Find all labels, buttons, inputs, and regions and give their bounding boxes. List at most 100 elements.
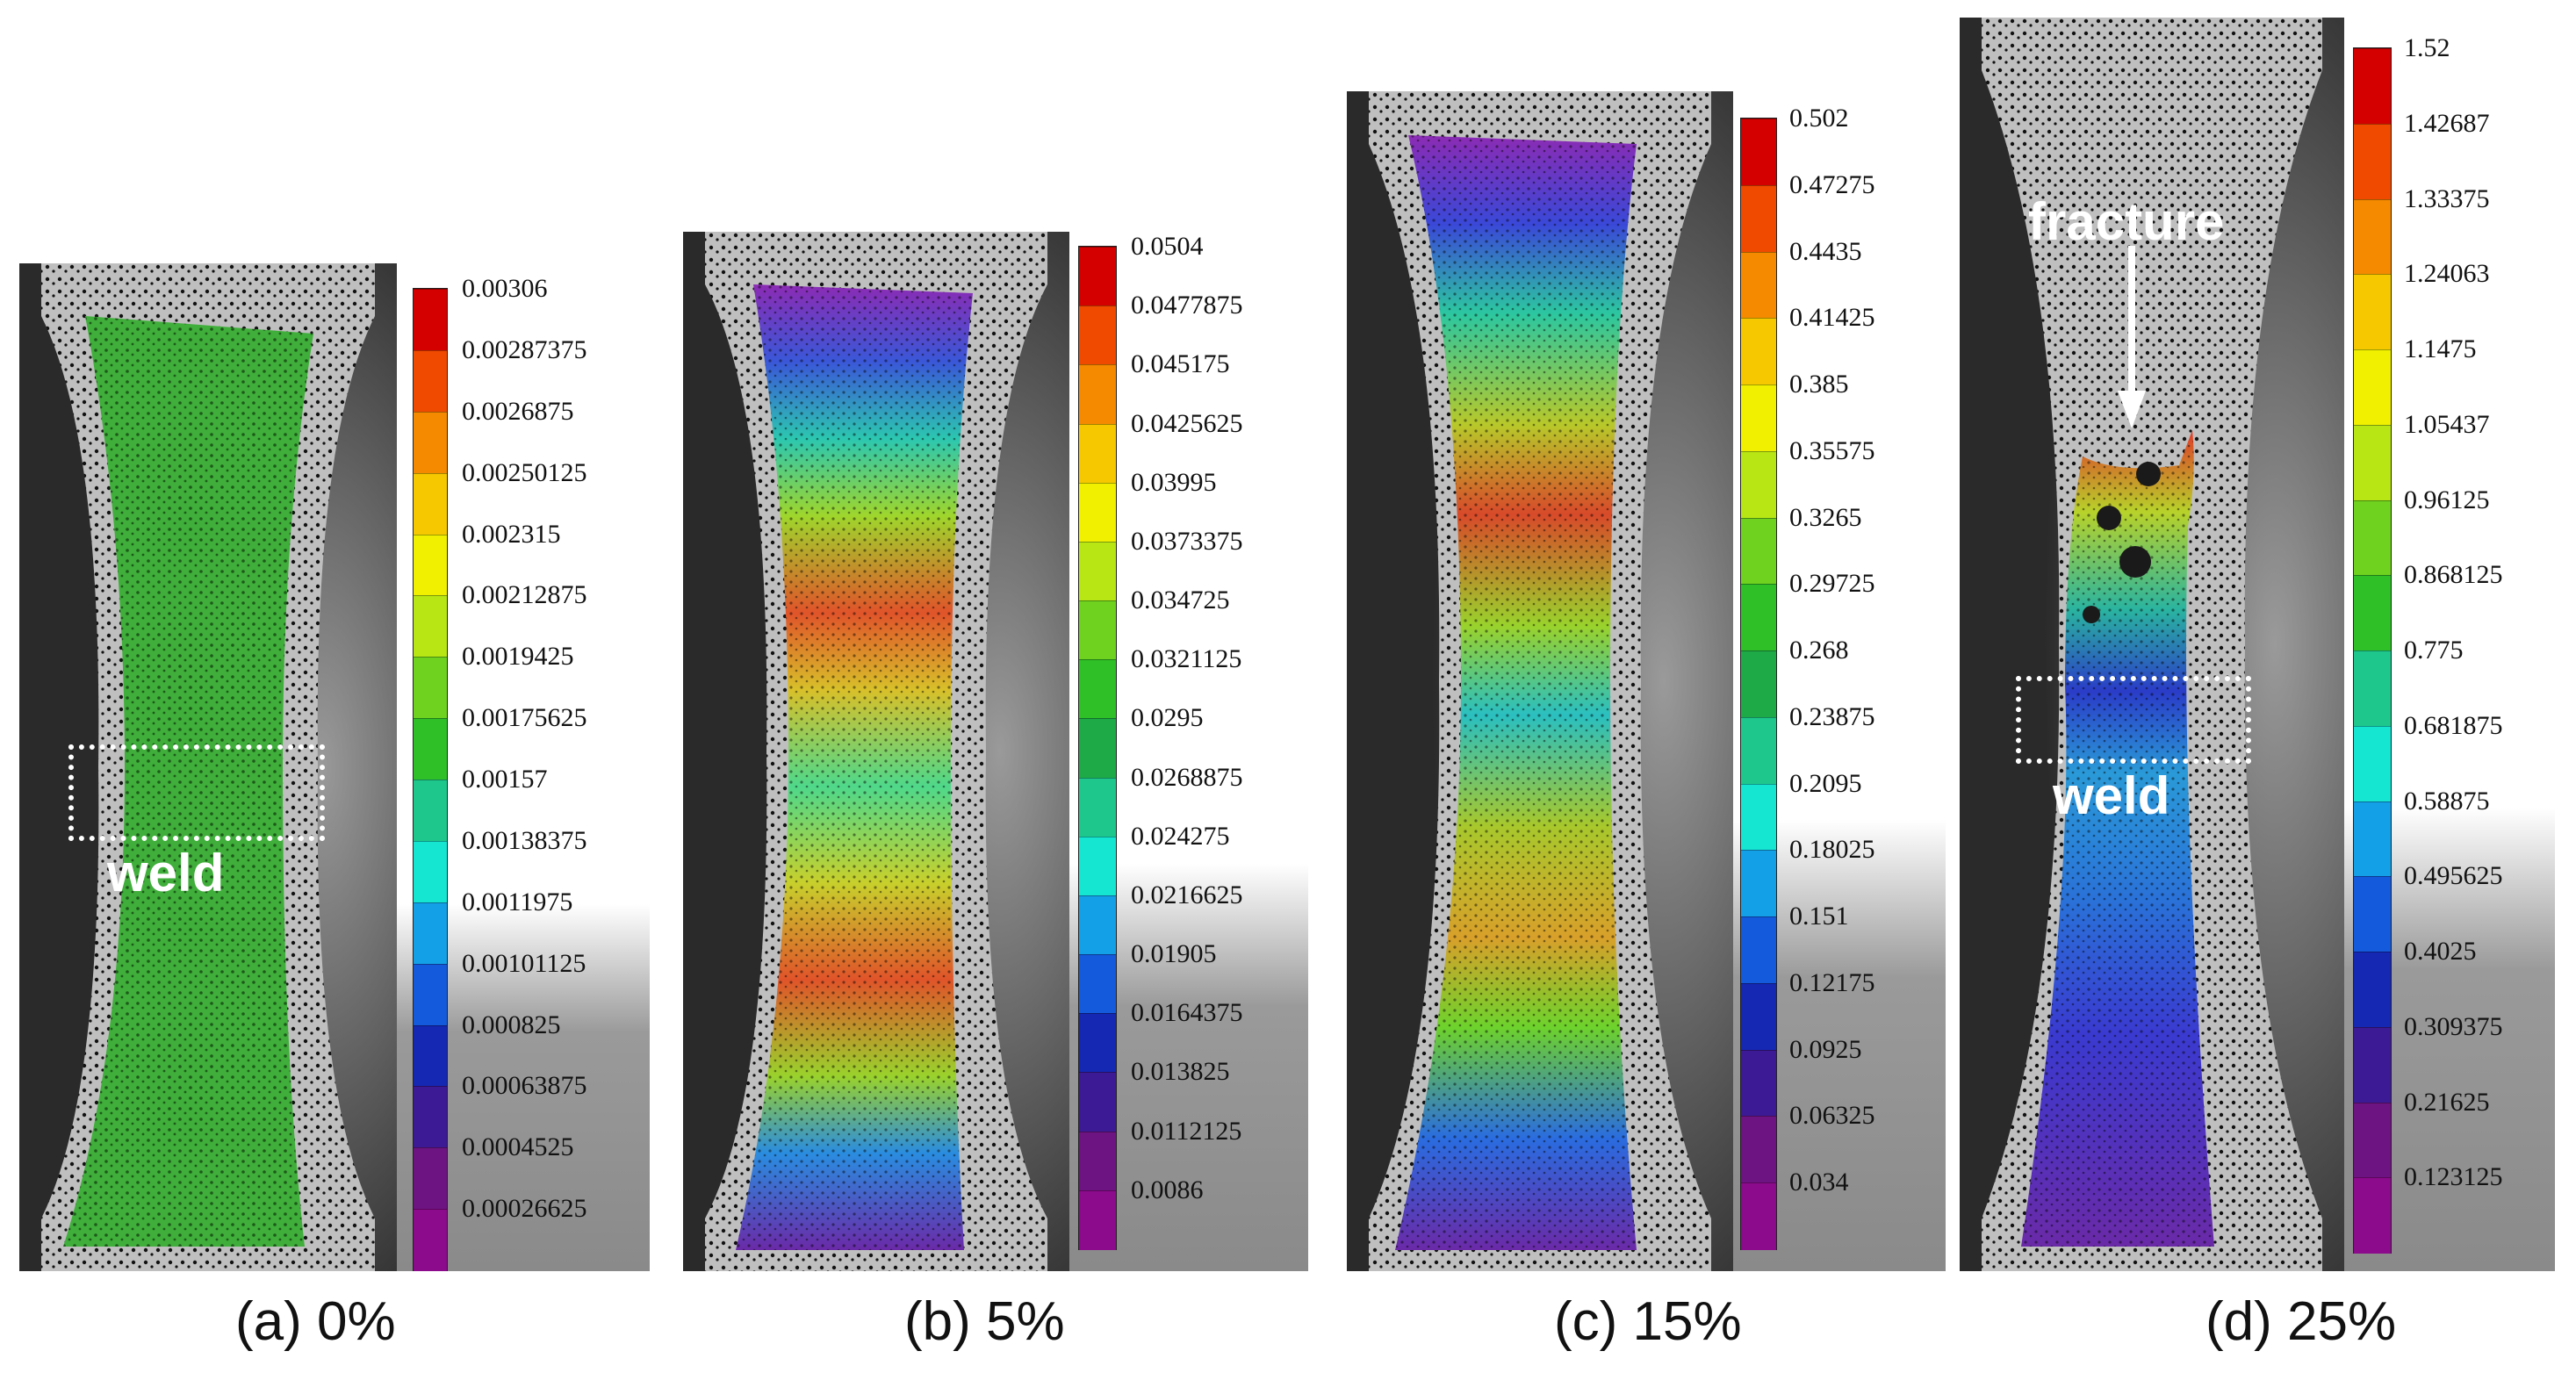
colorbar-cell [414,472,447,535]
colorbar-tick-label: 0.00063875 [462,1071,587,1101]
colorbar-cell [1079,1190,1116,1250]
colorbar-tick-label: 1.52 [2404,33,2450,62]
colorbar-tick-label: 1.1475 [2404,334,2477,363]
colorbar-tick-label: 0.0216625 [1131,880,1243,909]
colorbar-cell [1741,650,1776,718]
colorbar-b [1078,246,1117,1250]
weld-box-d [2016,676,2251,764]
colorbar-tick-label: 0.00212875 [462,580,587,610]
colorbar-cell [414,1209,447,1271]
caption-a: (a) 0% [235,1291,396,1352]
colorbar-cell [414,963,447,1026]
colorbar-cell [2354,1177,2391,1254]
colorbar-tick-label: 1.24063 [2404,259,2490,289]
colorbar-tick-label: 0.2095 [1789,768,1862,798]
colorbar-tick-label: 0.41425 [1789,303,1875,333]
fracture-label: fracture [2028,192,2225,251]
colorbar-cell [414,349,447,413]
specimen-photo-c [1347,91,1733,1271]
colorbar-tick-label: 0.96125 [2404,485,2490,514]
colorbar-cell [414,534,447,597]
colorbar-cell [2354,123,2391,200]
colorbar-tick-label: 0.12175 [1789,967,1875,997]
colorbar-tick-label: 0.502 [1789,104,1849,133]
colorbar-tick-label: 0.045175 [1131,349,1230,379]
colorbar-cell [1741,318,1776,386]
colorbar-cell [1079,1131,1116,1191]
colorbar-tick-label: 1.05437 [2404,409,2490,439]
colorbar-tick-label: 0.0164375 [1131,998,1243,1028]
colorbar-cell [414,657,447,720]
colorbar-cell [1741,119,1776,186]
colorbar-tick-label: 0.00101125 [462,948,586,978]
colorbar-cell [2354,500,2391,577]
colorbar-tick-label: 0.0504 [1131,232,1204,261]
colorbar-tick-label: 0.034725 [1131,586,1230,615]
colorbar-tick-label: 0.35575 [1789,435,1875,465]
colorbar-cell [1741,1182,1776,1250]
colorbar-cell [1741,517,1776,586]
colorbar-tick-label: 0.0373375 [1131,526,1243,556]
colorbar-tick-label: 0.0925 [1789,1034,1862,1064]
specimen-photo-d [1960,18,2344,1271]
colorbar-d [2353,47,2392,1254]
colorbar-tick-label: 0.034 [1789,1168,1849,1197]
colorbar-cell [1741,916,1776,984]
caption-d: (d) 25% [2205,1291,2397,1352]
colorbar-cell [1741,982,1776,1051]
colorbar-tick-label: 0.21625 [2404,1087,2490,1117]
colorbar-cell [1079,541,1116,602]
colorbar-cell [2354,48,2391,125]
colorbar-cell [2354,1026,2391,1103]
colorbar-cell [414,1086,447,1149]
weld-label-a: weld [107,844,225,902]
colorbar-cell [2354,650,2391,727]
weld-box-a [68,744,325,841]
colorbar-cell [1079,1013,1116,1074]
colorbar-tick-label: 0.23875 [1789,701,1875,731]
colorbar-tick-label: 0.775 [2404,636,2464,665]
colorbar-tick-label: 0.002315 [462,519,561,549]
fracture-arrow-icon [2118,246,2146,428]
colorbar-tick-label: 0.0011975 [462,887,573,916]
colorbar-tick-label: 0.0477875 [1131,291,1243,320]
colorbar-cell [1079,895,1116,956]
colorbar-tick-label: 0.0321125 [1131,644,1242,674]
colorbar-tick-label: 0.00138375 [462,825,587,855]
colorbar-tick-label: 0.0026875 [462,396,574,426]
colorbar-tick-label: 0.0086 [1131,1175,1204,1204]
colorbar-tick-label: 0.495625 [2404,861,2503,891]
colorbar-cell [1741,584,1776,652]
colorbar-cell [1741,184,1776,253]
colorbar-tick-label: 0.309375 [2404,1011,2503,1041]
colorbar-tick-label: 0.00026625 [462,1194,587,1224]
colorbar-cell [414,840,447,903]
colorbar-cell [2354,952,2391,1028]
colorbar-tick-label: 0.4025 [2404,937,2477,966]
colorbar-tick-label: 0.0268875 [1131,762,1243,792]
colorbar-cell [1079,777,1116,837]
colorbar-tick-label: 0.000825 [462,1010,561,1039]
colorbar-tick-label: 0.00157 [462,765,548,794]
colorbar-tick-label: 0.681875 [2404,710,2503,740]
colorbar-tick-label: 0.00306 [462,274,548,303]
colorbar-cell [414,902,447,965]
colorbar-tick-label: 0.268 [1789,636,1849,665]
colorbar-cell [1079,600,1116,661]
caption-b: (b) 5% [904,1291,1065,1352]
colorbar-cell [414,780,447,842]
colorbar-cell [1741,450,1776,519]
colorbar-tick-label: 0.0004525 [462,1132,574,1162]
colorbar-cell [1079,718,1116,779]
colorbar-tick-label: 0.151 [1789,902,1849,931]
colorbar-cell [1741,1049,1776,1118]
colorbar-tick-label: 0.0112125 [1131,1116,1242,1146]
colorbar-tick-label: 1.33375 [2404,183,2490,213]
specimen-b-graphic [683,232,1069,1271]
colorbar-cell [1079,954,1116,1015]
colorbar-cell [2354,349,2391,426]
specimen-d-graphic [1960,18,2344,1271]
colorbar-tick-label: 0.024275 [1131,821,1230,851]
colorbar-cell [2354,198,2391,276]
colorbar-tick-label: 0.03995 [1131,467,1217,497]
